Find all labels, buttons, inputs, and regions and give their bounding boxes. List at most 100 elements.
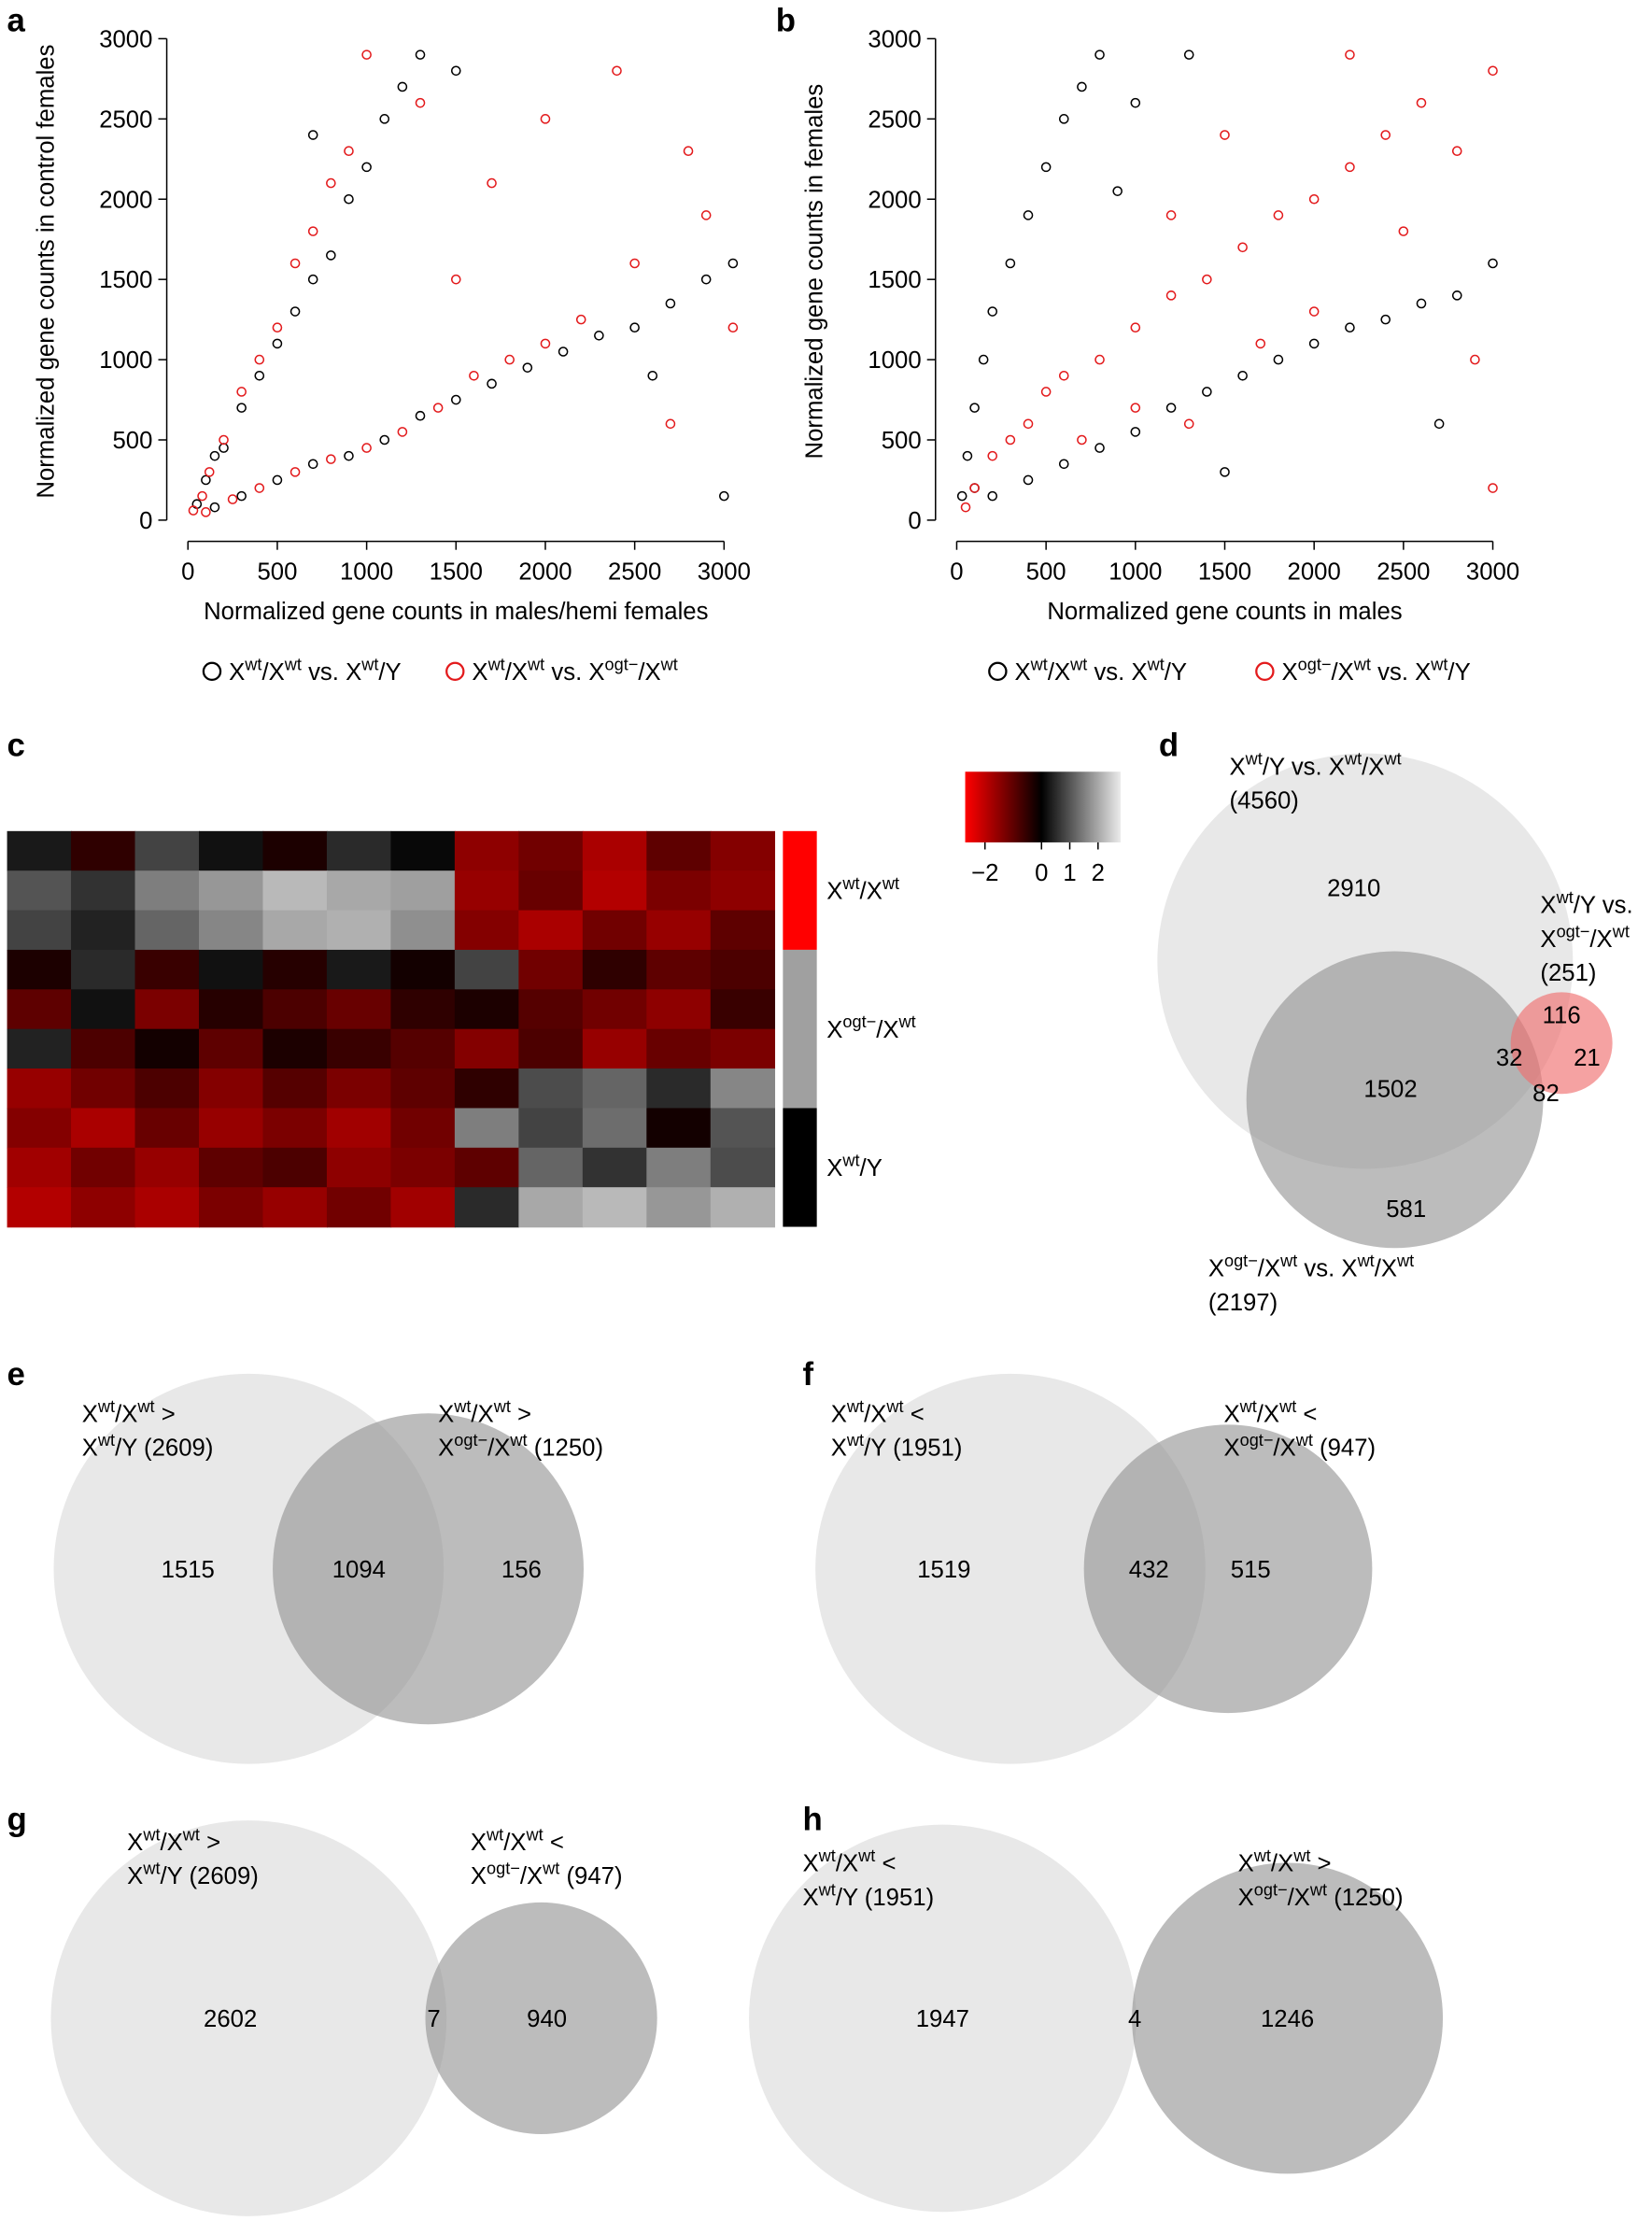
heatmap-cell: [390, 830, 456, 871]
heatmap-cell: [582, 949, 648, 991]
text-run: wt: [1353, 655, 1371, 673]
legend-label: Xwt/Xwt vs. Xwt/Y: [1015, 655, 1188, 686]
text-run: wt: [660, 655, 678, 673]
text-run: wt: [841, 1151, 859, 1169]
heatmap-cell: [710, 989, 776, 1030]
point: [1345, 162, 1355, 173]
heatmap-cell: [390, 1068, 456, 1110]
text-run: wt: [882, 874, 899, 893]
panel-letter: h: [803, 1802, 823, 1838]
text-run: X: [438, 1436, 454, 1462]
region-count: 1515: [162, 1557, 215, 1583]
point: [1183, 418, 1194, 430]
heatmap-cell: [262, 1028, 328, 1069]
heatmap-cell: [390, 1187, 456, 1228]
point: [987, 450, 998, 461]
heatmap-cell: [71, 949, 136, 991]
heatmap-cell: [262, 1147, 328, 1188]
text-run: wt: [1556, 888, 1574, 907]
point: [594, 331, 604, 341]
text-run: X: [1015, 659, 1031, 686]
heatmap-cell: [7, 1028, 72, 1069]
heatmap-cell: [198, 1068, 264, 1110]
text-run: /Y: [1447, 659, 1470, 686]
set-label: (2197): [1208, 1290, 1278, 1316]
text-run: wt: [1383, 750, 1401, 769]
point: [1023, 210, 1034, 220]
point: [487, 177, 497, 189]
heatmap-cell: [582, 1108, 648, 1149]
text-run: wt: [284, 655, 302, 673]
heatmap-cell: [134, 1068, 200, 1110]
heatmap-cell: [326, 910, 392, 951]
point: [522, 362, 533, 373]
heatmap-cell: [454, 989, 520, 1030]
point: [450, 394, 461, 405]
text-run: vs. X: [1297, 1256, 1357, 1282]
point: [1058, 114, 1069, 124]
text-run: X: [127, 1863, 143, 1889]
text-run: wt: [1245, 750, 1263, 769]
point: [1345, 50, 1355, 60]
text-run: /X: [115, 1401, 137, 1427]
x-tick-label: 2000: [518, 559, 572, 585]
heatmap-cell: [454, 1108, 520, 1149]
y-tick-label: 2000: [868, 187, 921, 213]
heatmap-cell: [198, 870, 264, 912]
set-label: Xogt−/Xwt (1250): [1238, 1880, 1404, 1911]
text-run: wt: [1147, 655, 1165, 673]
text-run: X: [1238, 1851, 1254, 1877]
group-bar: [783, 830, 817, 950]
heatmap-cell: [646, 1028, 712, 1069]
y-tick-label: 3000: [868, 27, 921, 53]
point: [1130, 403, 1141, 413]
heatmap-cell: [7, 830, 72, 871]
set-label: Xogt−/Xwt: [1540, 922, 1629, 953]
point: [1058, 459, 1069, 470]
point: [272, 322, 283, 333]
text-run: X: [471, 1830, 487, 1856]
text-run: <: [875, 1851, 896, 1877]
text-run: wt: [1279, 1252, 1297, 1270]
point: [1308, 306, 1320, 317]
point: [450, 65, 461, 77]
point: [1130, 322, 1141, 333]
point: [1308, 338, 1320, 349]
point: [487, 378, 497, 389]
y-tick-label: 2500: [99, 106, 152, 133]
text-run: /X: [1258, 1256, 1280, 1282]
point: [289, 258, 301, 269]
heatmap-cell: [710, 1028, 776, 1069]
colorbar-tick-label: 0: [1035, 860, 1048, 886]
heatmap-cell: [390, 1028, 456, 1069]
heatmap-cell: [7, 949, 72, 991]
legend-label: Xogt−/Xwt vs. Xwt/Y: [1282, 655, 1471, 686]
text-run: wt: [527, 655, 544, 673]
y-tick-label: 2000: [99, 187, 152, 213]
y-tick-label: 500: [113, 428, 153, 454]
set-label: Xwt/Xwt <: [1223, 1397, 1317, 1428]
venn-circle: [815, 1373, 1206, 1764]
point: [1398, 226, 1409, 236]
point: [254, 370, 265, 381]
text-run: /X: [471, 1401, 493, 1427]
point: [960, 502, 971, 513]
heatmap-cell: [582, 830, 648, 871]
text-run: /Y: [1165, 659, 1187, 686]
text-run: vs. X: [544, 659, 604, 686]
heatmap-cell: [710, 1187, 776, 1228]
heatmap-cell: [7, 989, 72, 1030]
y-tick-label: 1000: [868, 347, 921, 374]
point: [1183, 50, 1194, 60]
text-run: X: [803, 1851, 819, 1877]
heatmap-cell: [198, 1108, 264, 1149]
heatmap-cell: [454, 949, 520, 991]
text-run: /X: [1288, 1885, 1310, 1911]
heatmap-cell: [134, 1028, 200, 1069]
set-label: Xwt/Xwt <: [831, 1397, 925, 1428]
point: [1165, 290, 1177, 301]
heatmap-cell: [134, 1187, 200, 1228]
point: [1112, 186, 1123, 196]
heatmap-cell: [134, 910, 200, 951]
text-run: <: [544, 1830, 564, 1856]
